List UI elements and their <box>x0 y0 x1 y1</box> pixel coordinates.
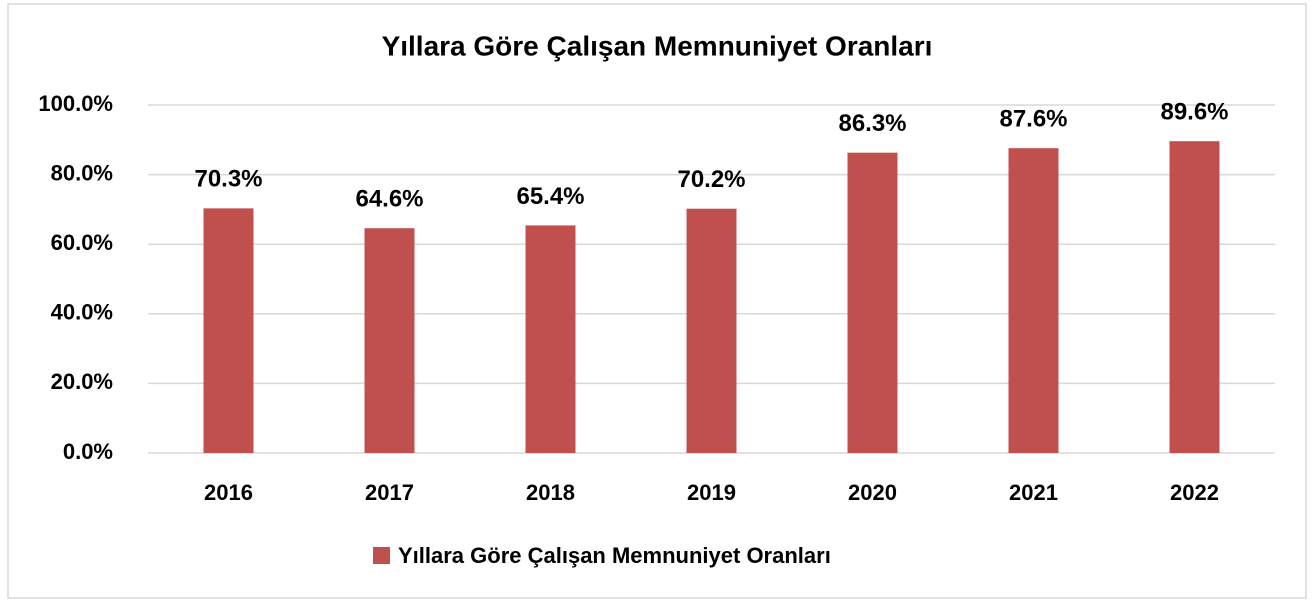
data-label: 70.3% <box>194 166 262 193</box>
x-tick-label: 2022 <box>1170 480 1219 505</box>
data-label: 86.3% <box>838 110 906 137</box>
legend-swatch <box>373 547 390 564</box>
y-tick-label: 20.0% <box>51 369 113 394</box>
data-label: 65.4% <box>516 183 584 210</box>
y-tick-label: 40.0% <box>51 300 113 325</box>
bar <box>203 208 254 453</box>
y-tick-label: 100.0% <box>38 91 113 116</box>
data-label: 64.6% <box>355 186 423 213</box>
x-tick-label: 2021 <box>1009 480 1058 505</box>
data-label: 89.6% <box>1160 99 1228 126</box>
y-tick-label: 0.0% <box>63 439 113 464</box>
bar <box>1008 148 1059 454</box>
x-tick-label: 2019 <box>687 480 736 505</box>
bar <box>364 228 415 453</box>
x-tick-label: 2020 <box>848 480 897 505</box>
chart-title: Yıllara Göre Çalışan Memnuniyet Oranları <box>382 30 933 61</box>
bar <box>1169 141 1220 453</box>
data-label: 87.6% <box>999 105 1067 132</box>
data-label: 70.2% <box>677 166 745 193</box>
x-tick-label: 2017 <box>365 480 414 505</box>
y-tick-label: 80.0% <box>51 160 113 185</box>
bar <box>686 208 737 453</box>
y-tick-label: 60.0% <box>51 230 113 255</box>
bar <box>847 152 898 453</box>
bar <box>525 225 576 453</box>
x-tick-label: 2018 <box>526 480 575 505</box>
x-tick-label: 2016 <box>204 480 253 505</box>
legend-label: Yıllara Göre Çalışan Memnuniyet Oranları <box>398 543 831 568</box>
chart-border <box>7 3 1307 599</box>
